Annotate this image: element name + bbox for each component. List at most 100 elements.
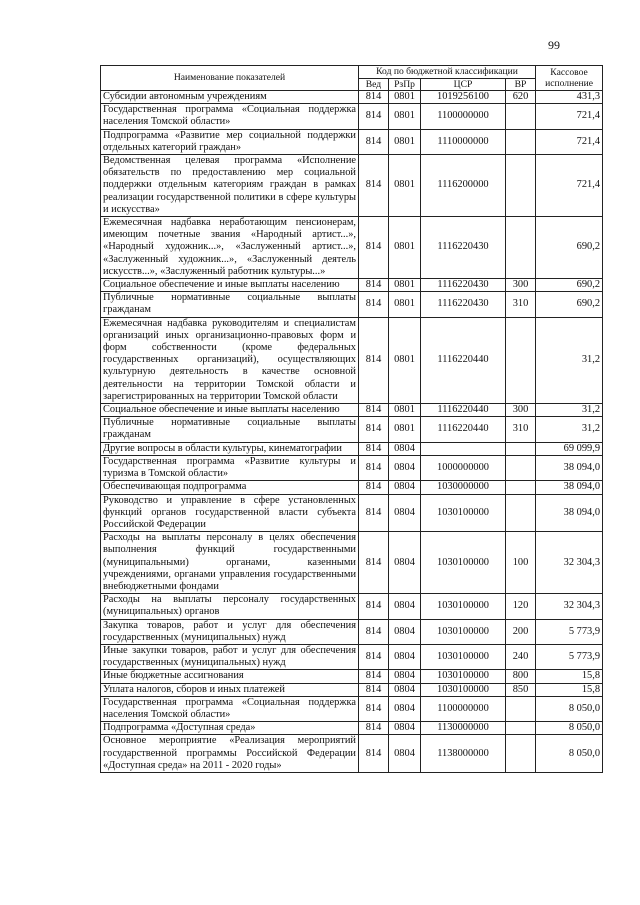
cell-amount: 31,2 <box>535 416 604 443</box>
cell-rzpr: 0804 <box>388 441 421 456</box>
cell-rzpr: 0804 <box>388 593 421 620</box>
cell-vr: 240 <box>504 643 537 671</box>
cell-vr <box>504 734 537 773</box>
cell-rzpr: 0801 <box>388 154 421 218</box>
cell-rzpr: 0801 <box>388 416 421 443</box>
cell-name: Публичные нормативные социальные выплаты… <box>100 291 359 318</box>
table-row: Другие вопросы в области культуры, кинем… <box>100 441 604 456</box>
cell-ved: 814 <box>358 493 389 533</box>
cell-csr: 1030100000 <box>420 493 506 533</box>
header-csr: ЦСР <box>420 77 506 91</box>
cell-vr <box>504 316 537 405</box>
cell-vr: 300 <box>504 403 537 418</box>
cell-ved: 814 <box>358 216 389 280</box>
cell-ved: 814 <box>358 531 389 595</box>
cell-amount: 69 099,9 <box>535 441 604 456</box>
cell-amount: 721,4 <box>535 103 604 130</box>
table-row: Иные бюджетные ассигнования 814 0804 103010… <box>100 669 604 684</box>
cell-amount: 31,2 <box>535 403 604 418</box>
cell-amount: 38 094,0 <box>535 454 604 482</box>
cell-vr: 120 <box>504 593 537 620</box>
cell-vr: 310 <box>504 291 537 318</box>
cell-csr <box>420 441 506 456</box>
cell-rzpr: 0801 <box>388 103 421 130</box>
cell-csr: 1030100000 <box>420 531 506 595</box>
cell-amount: 8 050,0 <box>535 734 604 773</box>
cell-amount: 38 094,0 <box>535 480 604 495</box>
cell-name: Ежемесячная надбавка руководителям и спе… <box>100 316 359 405</box>
cell-amount: 32 304,3 <box>535 531 604 595</box>
cell-vr <box>504 441 537 456</box>
cell-ved: 814 <box>358 593 389 620</box>
cell-name: Подпрограмма «Развитие мер социальной по… <box>100 128 359 156</box>
cell-rzpr: 0804 <box>388 643 421 671</box>
cell-csr: 1116220430 <box>420 291 506 318</box>
cell-ved: 814 <box>358 480 389 495</box>
table-row: Ведомственная целевая программа «Исполне… <box>100 154 604 218</box>
table-row: Публичные нормативные социальные выплаты… <box>100 416 604 443</box>
cell-amount: 15,8 <box>535 669 604 684</box>
table-row: Подпрограмма «Развитие мер социальной по… <box>100 128 604 156</box>
cell-vr: 200 <box>504 618 537 645</box>
cell-ved: 814 <box>358 441 389 456</box>
cell-rzpr: 0804 <box>388 721 421 736</box>
cell-amount: 721,4 <box>535 154 604 218</box>
cell-csr: 1116220440 <box>420 403 506 418</box>
cell-amount: 5 773,9 <box>535 618 604 645</box>
cell-csr: 1116200000 <box>420 154 506 218</box>
cell-ved: 814 <box>358 89 389 105</box>
cell-vr: 300 <box>504 278 537 293</box>
cell-csr: 1030100000 <box>420 669 506 684</box>
cell-ved: 814 <box>358 403 389 418</box>
table-row: Расходы на выплаты персоналу государстве… <box>100 593 604 620</box>
cell-name: Социальное обеспечение и иные выплаты на… <box>100 403 359 418</box>
table-row: Закупка товаров, работ и услуг для обесп… <box>100 618 604 645</box>
cell-rzpr: 0804 <box>388 695 421 723</box>
cell-csr: 1030000000 <box>420 480 506 495</box>
cell-amount: 690,2 <box>535 278 604 293</box>
table-row: Государственная программа «Развитие куль… <box>100 454 604 482</box>
cell-ved: 814 <box>358 734 389 773</box>
table-row: Уплата налогов, сборов и иных платежей 81… <box>100 682 604 697</box>
cell-vr: 620 <box>504 89 537 105</box>
cell-rzpr: 0801 <box>388 216 421 280</box>
cell-csr: 1116220430 <box>420 216 506 280</box>
cell-rzpr: 0801 <box>388 403 421 418</box>
page-number: 99 <box>548 38 560 52</box>
cell-csr: 1030100000 <box>420 618 506 645</box>
cell-rzpr: 0801 <box>388 89 421 105</box>
cell-csr: 1116220440 <box>420 416 506 443</box>
cell-csr: 1138000000 <box>420 734 506 773</box>
cell-vr <box>504 454 537 482</box>
cell-rzpr: 0801 <box>388 278 421 293</box>
cell-ved: 814 <box>358 291 389 318</box>
cell-name: Социальное обеспечение и иные выплаты на… <box>100 278 359 293</box>
cell-rzpr: 0804 <box>388 454 421 482</box>
cell-name: Расходы на выплаты персоналу в целях обе… <box>100 531 359 595</box>
table-row: Социальное обеспечение и иные выплаты на… <box>100 403 604 418</box>
cell-ved: 814 <box>358 643 389 671</box>
table-row: Обеспечивающая подпрограмма 814 0804 103000… <box>100 480 604 495</box>
cell-csr: 1030100000 <box>420 643 506 671</box>
cell-name: Руководство и управление в сфере установ… <box>100 493 359 533</box>
cell-vr: 310 <box>504 416 537 443</box>
cell-ved: 814 <box>358 695 389 723</box>
cell-csr: 1000000000 <box>420 454 506 482</box>
cell-amount: 431,3 <box>535 89 604 105</box>
cell-name: Подпрограмма «Доступная среда» <box>100 721 359 736</box>
cell-name: Основное мероприятие «Реализация меропри… <box>100 734 359 773</box>
cell-ved: 814 <box>358 316 389 405</box>
cell-name: Иные закупки товаров, работ и услуг для … <box>100 643 359 671</box>
cell-rzpr: 0804 <box>388 734 421 773</box>
table-row: Публичные нормативные социальные выплаты… <box>100 291 604 318</box>
cell-amount: 31,2 <box>535 316 604 405</box>
cell-name: Иные бюджетные ассигнования <box>100 669 359 684</box>
cell-rzpr: 0804 <box>388 669 421 684</box>
cell-csr: 1100000000 <box>420 103 506 130</box>
cell-amount: 690,2 <box>535 291 604 318</box>
cell-vr: 800 <box>504 669 537 684</box>
cell-rzpr: 0804 <box>388 531 421 595</box>
cell-amount: 5 773,9 <box>535 643 604 671</box>
table-row: Основное мероприятие «Реализация меропри… <box>100 734 604 773</box>
cell-amount: 38 094,0 <box>535 493 604 533</box>
